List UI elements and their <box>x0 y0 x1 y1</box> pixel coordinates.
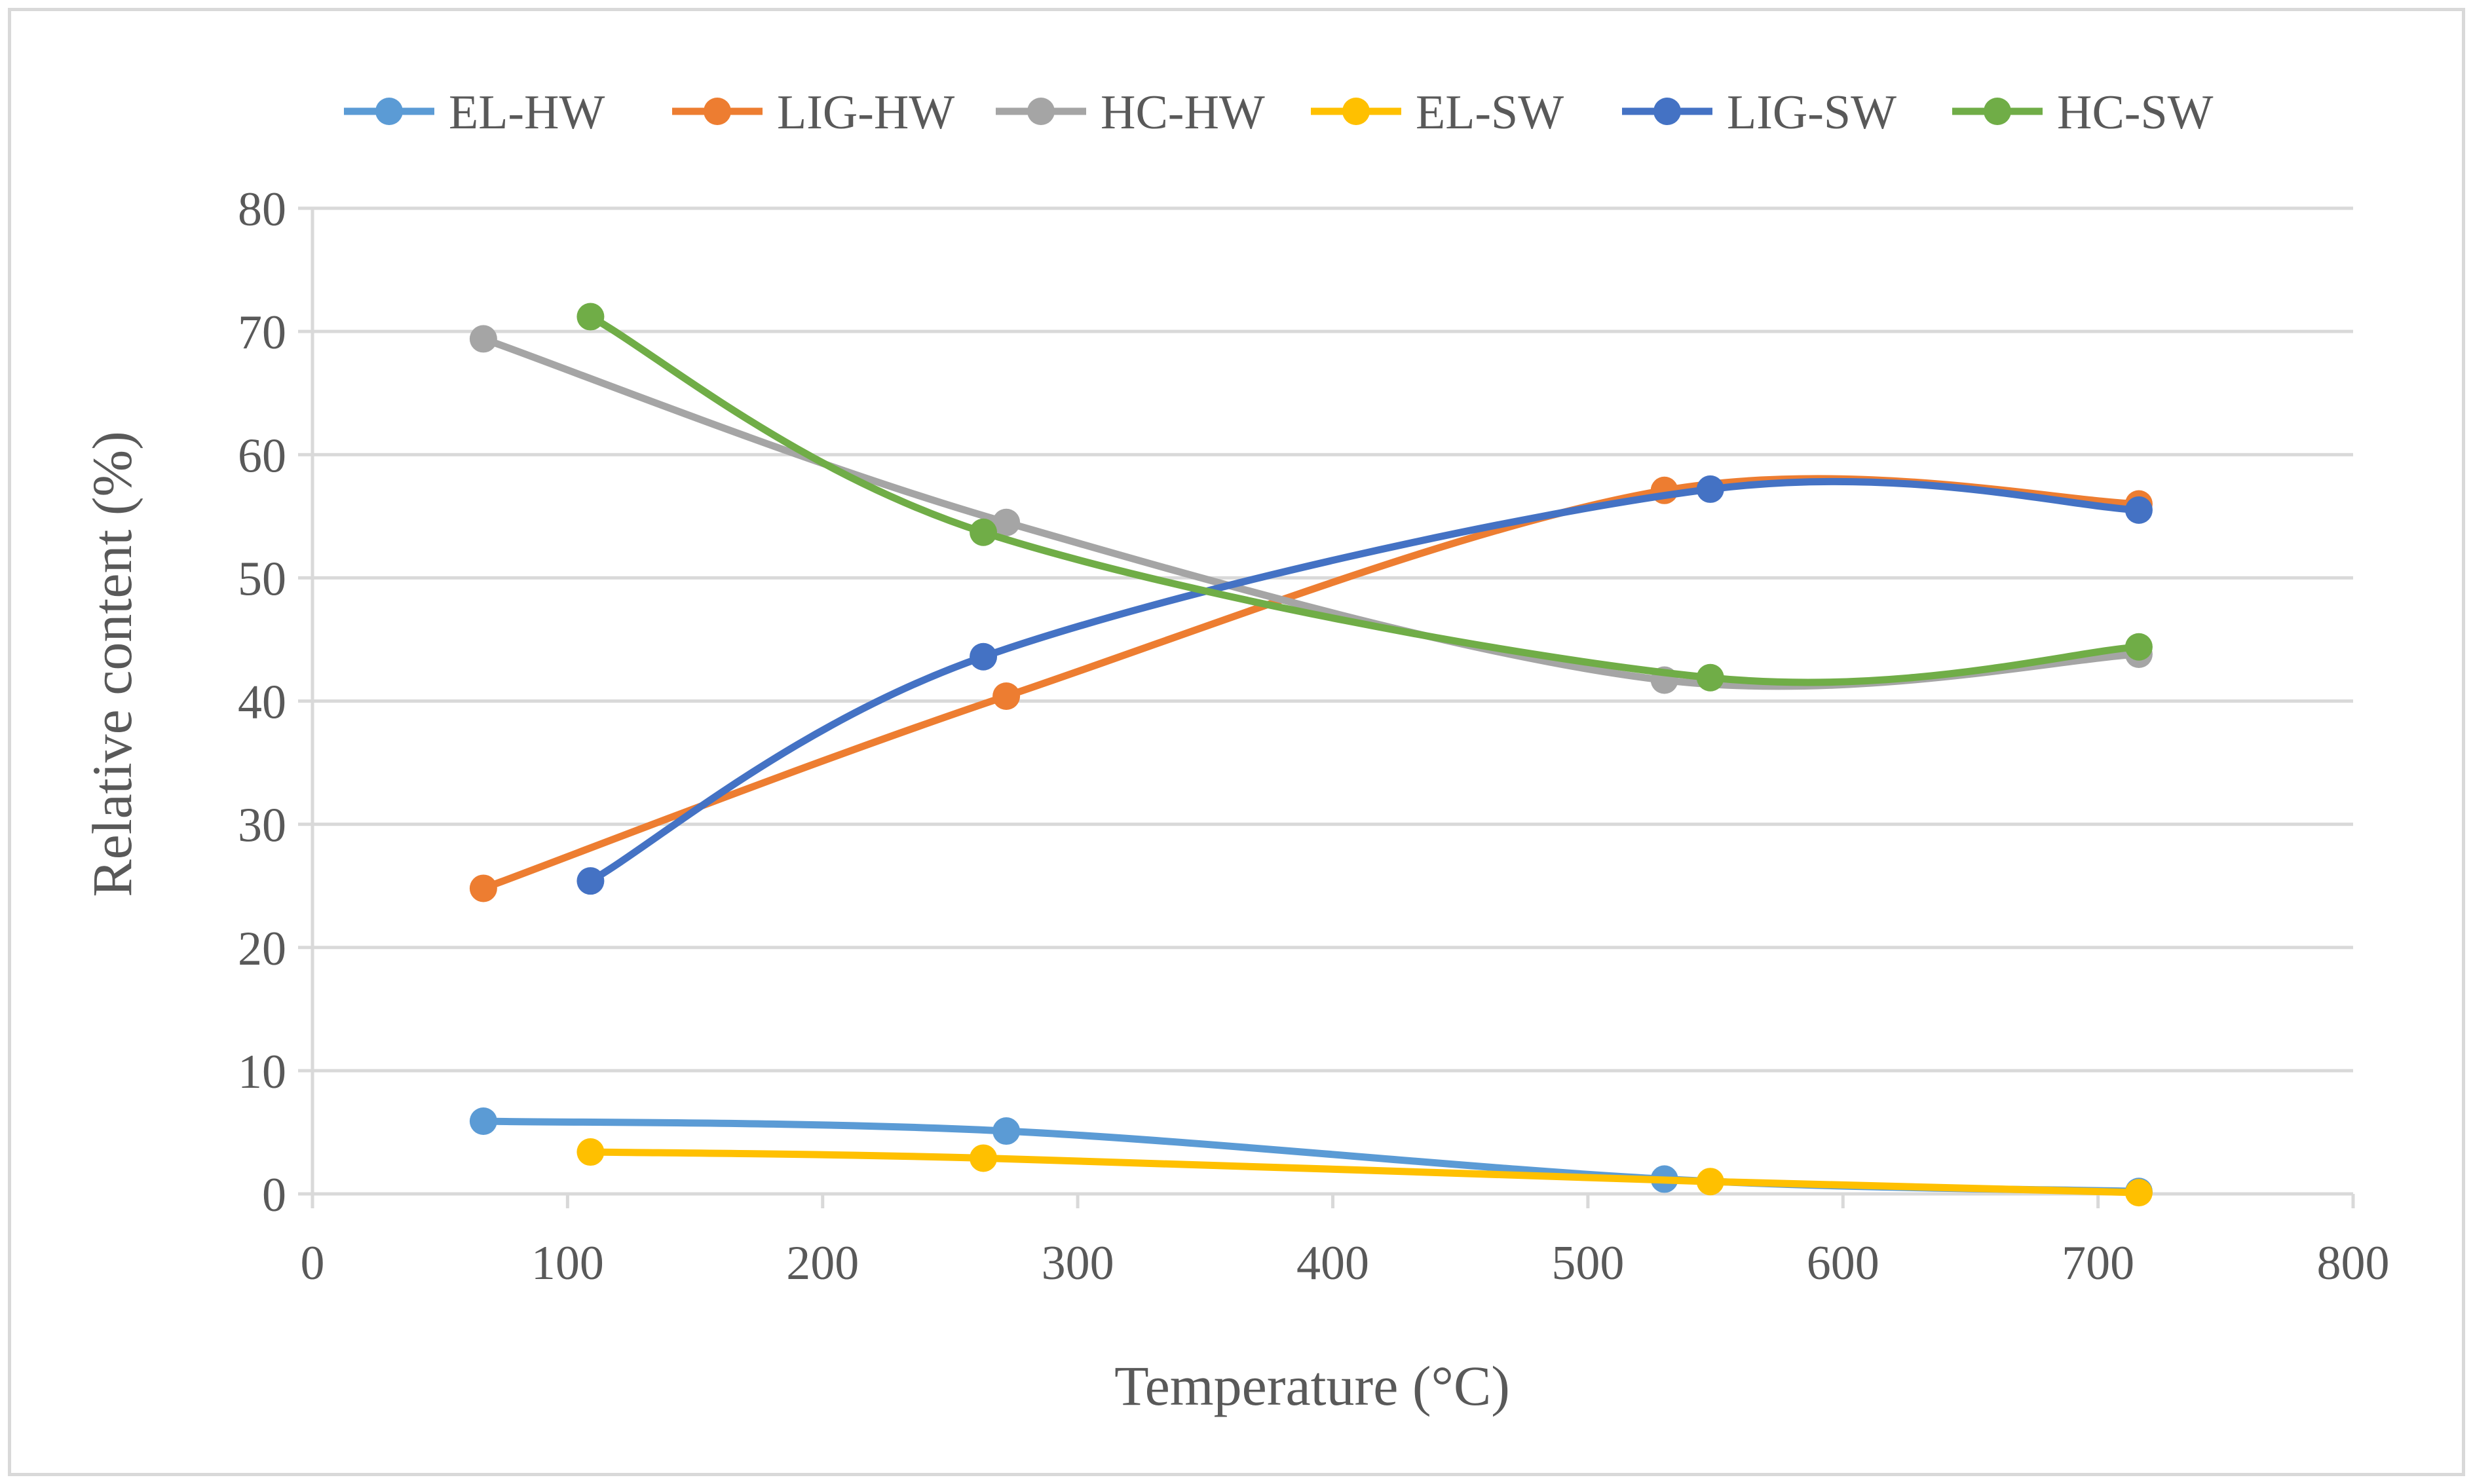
legend-swatch-marker <box>704 98 731 125</box>
data-point <box>2124 633 2153 661</box>
data-point <box>970 642 998 671</box>
legend-item-lig-sw: LIG-SW <box>1622 86 1897 139</box>
y-tick-label: 60 <box>238 429 286 483</box>
legend-item-hc-hw: HC-HW <box>996 86 1265 139</box>
legend-swatch-marker <box>1342 98 1370 125</box>
x-tick-label: 600 <box>1807 1236 1879 1290</box>
series-hc-sw <box>576 303 2153 692</box>
legend-swatch-marker <box>375 98 403 125</box>
data-point <box>970 518 998 546</box>
legend-item-el-hw: EL-HW <box>344 86 605 139</box>
y-axis-title: Relative content (%) <box>81 431 143 897</box>
series-layer <box>469 303 2153 1207</box>
x-tick-label: 300 <box>1042 1236 1114 1290</box>
x-axis-title: Temperature (°C) <box>1114 1354 1510 1417</box>
x-tick-label: 0 <box>301 1236 325 1290</box>
data-point <box>576 303 605 331</box>
y-tick-label: 70 <box>238 306 286 360</box>
x-tick-label: 200 <box>786 1236 859 1290</box>
data-point <box>1696 1168 1724 1196</box>
x-tick-label: 700 <box>2062 1236 2134 1290</box>
y-tick-label: 30 <box>238 799 286 853</box>
series-lig-sw <box>576 475 2153 895</box>
data-point <box>992 682 1021 710</box>
axes <box>298 206 2355 1208</box>
legend-item-lig-hw: LIG-HW <box>672 86 954 139</box>
series-line <box>586 477 2143 885</box>
legend-item-hc-sw: HC-SW <box>1952 86 2214 139</box>
legend-swatch-marker <box>1027 98 1055 125</box>
data-point <box>992 508 1021 536</box>
x-tick-label: 800 <box>2317 1236 2390 1290</box>
legend-swatch-marker <box>1653 98 1681 125</box>
series-hc-hw <box>469 325 2153 694</box>
x-tick-label: 400 <box>1296 1236 1369 1290</box>
legend-label: EL-HW <box>449 86 605 139</box>
data-point <box>1696 475 1724 503</box>
data-point <box>2124 1179 2153 1207</box>
data-point <box>576 1138 605 1166</box>
y-tick-label: 40 <box>238 676 286 730</box>
y-tick-label: 10 <box>238 1045 286 1099</box>
legend-label: HC-SW <box>2057 86 2214 139</box>
series-line <box>480 335 2143 690</box>
y-tick-label: 50 <box>238 552 286 606</box>
legend-swatch-marker <box>1984 98 2011 125</box>
x-tick-label: 100 <box>531 1236 604 1290</box>
data-point <box>469 874 497 902</box>
legend-item-el-sw: EL-SW <box>1311 86 1564 139</box>
x-tick-label: 500 <box>1551 1236 1624 1290</box>
chart-frame <box>8 8 2465 1476</box>
legend-label: LIG-SW <box>1727 86 1897 139</box>
legend-label: EL-SW <box>1416 86 1564 139</box>
legend-label: LIG-HW <box>777 86 954 139</box>
series-lig-hw <box>469 475 2153 902</box>
data-point <box>992 1117 1021 1145</box>
legend: EL-HW LIG-HW HC-HW EL-SW LIG-SW HC-SW <box>344 86 2214 139</box>
legend-label: HC-HW <box>1101 86 1265 139</box>
series-line <box>586 313 2143 686</box>
data-point <box>2124 496 2153 524</box>
data-point <box>576 867 605 895</box>
series-line <box>586 1148 2143 1196</box>
y-tick-label: 0 <box>262 1168 286 1222</box>
data-point <box>469 1107 497 1136</box>
data-point <box>1696 663 1724 692</box>
data-point <box>970 1144 998 1172</box>
data-point <box>469 325 497 353</box>
series-el-sw <box>576 1138 2153 1207</box>
y-tick-label: 80 <box>238 183 286 236</box>
gridlines <box>312 206 2353 1073</box>
y-tick-label: 20 <box>238 922 286 976</box>
